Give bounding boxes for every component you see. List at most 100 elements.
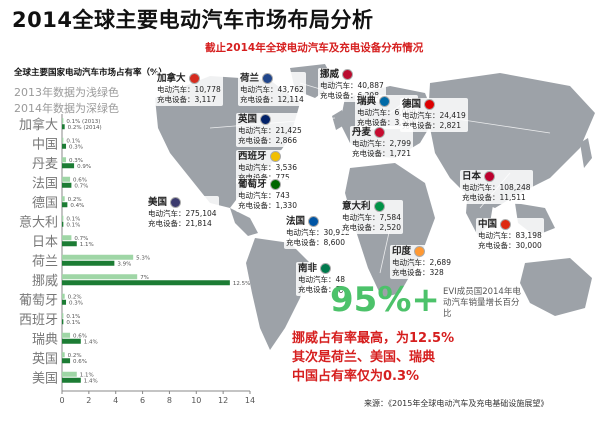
flag-icon — [414, 246, 426, 257]
bar-2013 — [62, 157, 67, 163]
value-label: 0.6% — [73, 333, 87, 339]
central-america-shape — [230, 208, 258, 236]
callout-charger-count: 充电设备：328 — [392, 268, 444, 277]
bar-2013 — [62, 293, 65, 299]
japan-shape — [580, 138, 592, 168]
south-america-shape — [246, 238, 310, 350]
callout-charger-count: 充电设备：30,000 — [478, 241, 542, 250]
value-label: 1.1% — [80, 372, 94, 378]
callout-ev-count: 电动汽车：48 — [298, 275, 346, 284]
uk-shape — [332, 110, 346, 130]
map-subtitle: 截止2014年全球电动汽车及充电设备分布情况 — [205, 42, 424, 54]
callout-charger-count: 充电设备：无 — [298, 285, 343, 294]
value-label: 0.9% — [77, 164, 91, 170]
callout-country-name: 德国 — [402, 99, 466, 111]
callout-ev-count: 电动汽车：24,419 — [402, 111, 466, 120]
bar-2014 — [62, 163, 75, 169]
callout-country-name: 美国 — [148, 197, 217, 209]
bar-2013 — [62, 313, 64, 319]
category-label: 美国 — [32, 371, 58, 386]
bar-2013 — [62, 137, 64, 143]
bar-2014 — [62, 124, 65, 130]
legend-2013-note: 2013年数据为浅绿色 — [14, 86, 119, 99]
callout-country: 丹麦 电动汽车：2,799 充电设备：1,721 — [350, 126, 413, 160]
value-label: 0.2% — [68, 353, 82, 359]
value-label: 0.2% (2014) — [68, 125, 102, 131]
callout-country-name: 意大利 — [342, 201, 401, 213]
callout-ev-count: 电动汽车：108,248 — [462, 183, 531, 192]
value-label: 0.6% — [73, 359, 87, 365]
value-label: 0.6% — [73, 177, 87, 183]
source-note: 来源：《2015年全球电动汽车及充电基础设施展望》 — [364, 399, 549, 408]
australia-shape — [520, 258, 592, 316]
value-label: 0.1% — [66, 320, 80, 326]
callout-charger-count: 充电设备：2,866 — [238, 136, 297, 145]
bar-2014 — [62, 221, 64, 227]
value-label: 5.3% — [136, 255, 150, 261]
value-label: 0.1% — [66, 216, 80, 222]
bar-2013 — [62, 254, 134, 260]
value-label: 0.1% — [66, 314, 80, 320]
callout-ev-count: 电动汽车：743 — [238, 191, 290, 200]
bar-2013 — [62, 274, 138, 280]
callout-country: 英国 电动汽车：21,425 充电设备：2,866 — [236, 113, 304, 147]
x-tick-label: 0 — [59, 396, 64, 405]
legend-2014-note: 2014年数据为深绿色 — [14, 102, 119, 115]
category-label: 意大利 — [19, 214, 58, 230]
bar-2013 — [62, 196, 65, 202]
world-map — [150, 58, 600, 358]
growth-percent: 95%+ — [330, 280, 440, 320]
value-label: 0.3% — [69, 300, 83, 306]
flag-icon — [262, 73, 274, 84]
x-tick-label: 12 — [218, 396, 228, 405]
bar-2014 — [62, 143, 67, 149]
callout-country: 南非 电动汽车：48 充电设备：无 — [296, 262, 348, 296]
category-label: 丹麦 — [32, 157, 58, 172]
callout-country: 意大利 电动汽车：7,584 充电设备：2,520 — [340, 200, 403, 234]
bar-2013 — [62, 176, 71, 182]
value-label: 0.2% — [68, 294, 82, 300]
callout-ev-count: 电动汽车：21,425 — [238, 126, 302, 135]
flag-icon — [424, 99, 436, 110]
callout-charger-count: 充电设备：8,600 — [286, 238, 345, 247]
category-label: 西班牙 — [19, 313, 58, 328]
category-label: 挪威 — [32, 274, 58, 289]
callout-ev-count: 电动汽车：43,762 — [240, 85, 304, 94]
callout-country-name: 西班牙 — [238, 151, 297, 163]
callout-country: 印度 电动汽车：2,689 充电设备：328 — [390, 245, 453, 279]
bar-2014 — [62, 338, 81, 344]
callout-charger-count: 充电设备：11,511 — [462, 193, 526, 202]
callout-country-name: 英国 — [238, 114, 302, 126]
callout-charger-count: 充电设备：3,117 — [157, 95, 216, 104]
callout-country: 葡萄牙 电动汽车：743 充电设备：1,330 — [236, 178, 299, 212]
callout-ev-count: 电动汽车：2,689 — [392, 258, 451, 267]
x-tick-label: 4 — [113, 396, 118, 405]
world-map-shapes — [155, 64, 595, 350]
x-tick-label: 2 — [86, 396, 91, 405]
callout-country-name: 瑞典 — [357, 96, 416, 108]
callout-ev-count: 电动汽车：40,887 — [320, 81, 384, 90]
callout-country-name: 印度 — [392, 246, 451, 258]
bar-2013 — [62, 118, 64, 124]
callout-charger-count: 充电设备：2,520 — [342, 223, 401, 232]
category-label: 加拿大 — [19, 117, 58, 133]
value-label: 0.1% — [66, 138, 80, 144]
callout-charger-count: 充电设备：6,208 — [320, 91, 379, 100]
callout-country: 荷兰 电动汽车：43,762 充电设备：12,114 — [238, 72, 306, 106]
callout-ev-count: 电动汽车：3,536 — [238, 163, 297, 172]
bar-2014 — [62, 182, 72, 188]
bar-2014 — [62, 260, 115, 266]
value-label: 0.4% — [70, 203, 84, 209]
flag-icon — [342, 69, 354, 80]
category-label: 德国 — [32, 196, 58, 211]
callout-ev-count: 电动汽车：10,778 — [157, 85, 221, 94]
x-tick-label: 10 — [191, 396, 201, 405]
callout-country: 加拿大 电动汽车：10,778 充电设备：3,117 — [155, 72, 223, 106]
value-label: 1.4% — [84, 378, 98, 384]
callout-country-name: 日本 — [462, 171, 531, 183]
bar-2014 — [62, 358, 71, 364]
callout-charger-count: 充电设备：775 — [238, 173, 297, 183]
value-label: 1.1% — [80, 242, 94, 248]
category-label: 英国 — [32, 352, 58, 367]
value-label: 7% — [140, 275, 149, 281]
